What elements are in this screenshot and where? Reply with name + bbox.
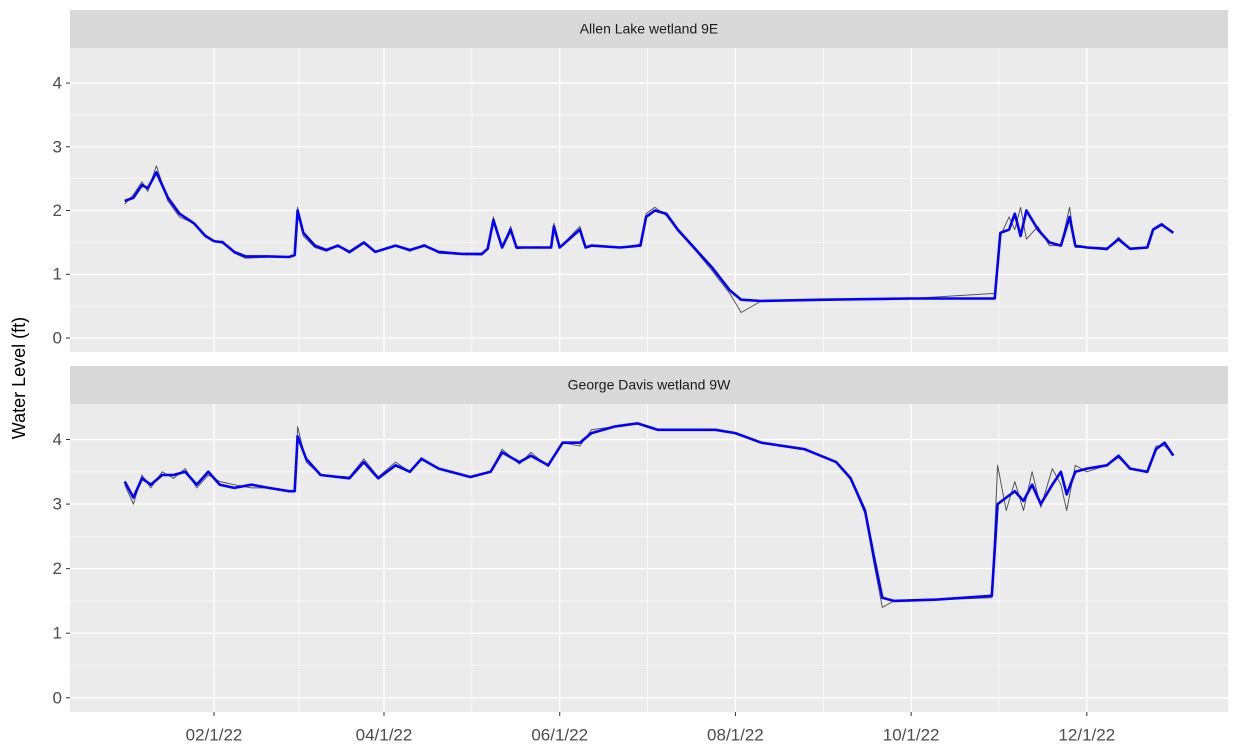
x-tick-label: 10/1/22 <box>883 725 940 744</box>
y-axis-label: Water Level (ft) <box>9 317 29 439</box>
y-tick-label: 0 <box>53 328 62 347</box>
strip <box>70 366 1228 404</box>
y-tick-label: 0 <box>53 688 62 707</box>
y-tick-label: 1 <box>53 265 62 284</box>
panel <box>70 404 1228 712</box>
y-tick-label: 3 <box>53 137 62 156</box>
y-tick-label: 2 <box>53 201 62 220</box>
strip-title: George Davis wetland 9W <box>568 377 731 393</box>
y-tick-label: 4 <box>53 74 62 93</box>
data-line <box>123 422 1175 603</box>
x-tick-label: 08/1/22 <box>707 725 764 744</box>
x-tick-label: 12/1/22 <box>1058 725 1115 744</box>
y-tick-label: 2 <box>53 559 62 578</box>
x-tick-label: 02/1/22 <box>186 725 243 744</box>
y-tick-label: 3 <box>53 495 62 514</box>
panel <box>70 48 1228 352</box>
y-tick-label: 4 <box>53 430 62 449</box>
x-tick-label: 04/1/22 <box>356 725 413 744</box>
strip-title: Allen Lake wetland 9E <box>580 21 719 37</box>
strip <box>70 10 1228 48</box>
data-line <box>124 422 1174 608</box>
y-tick-label: 1 <box>53 624 62 643</box>
data-line <box>124 171 1175 303</box>
x-tick-label: 06/1/22 <box>531 725 588 744</box>
